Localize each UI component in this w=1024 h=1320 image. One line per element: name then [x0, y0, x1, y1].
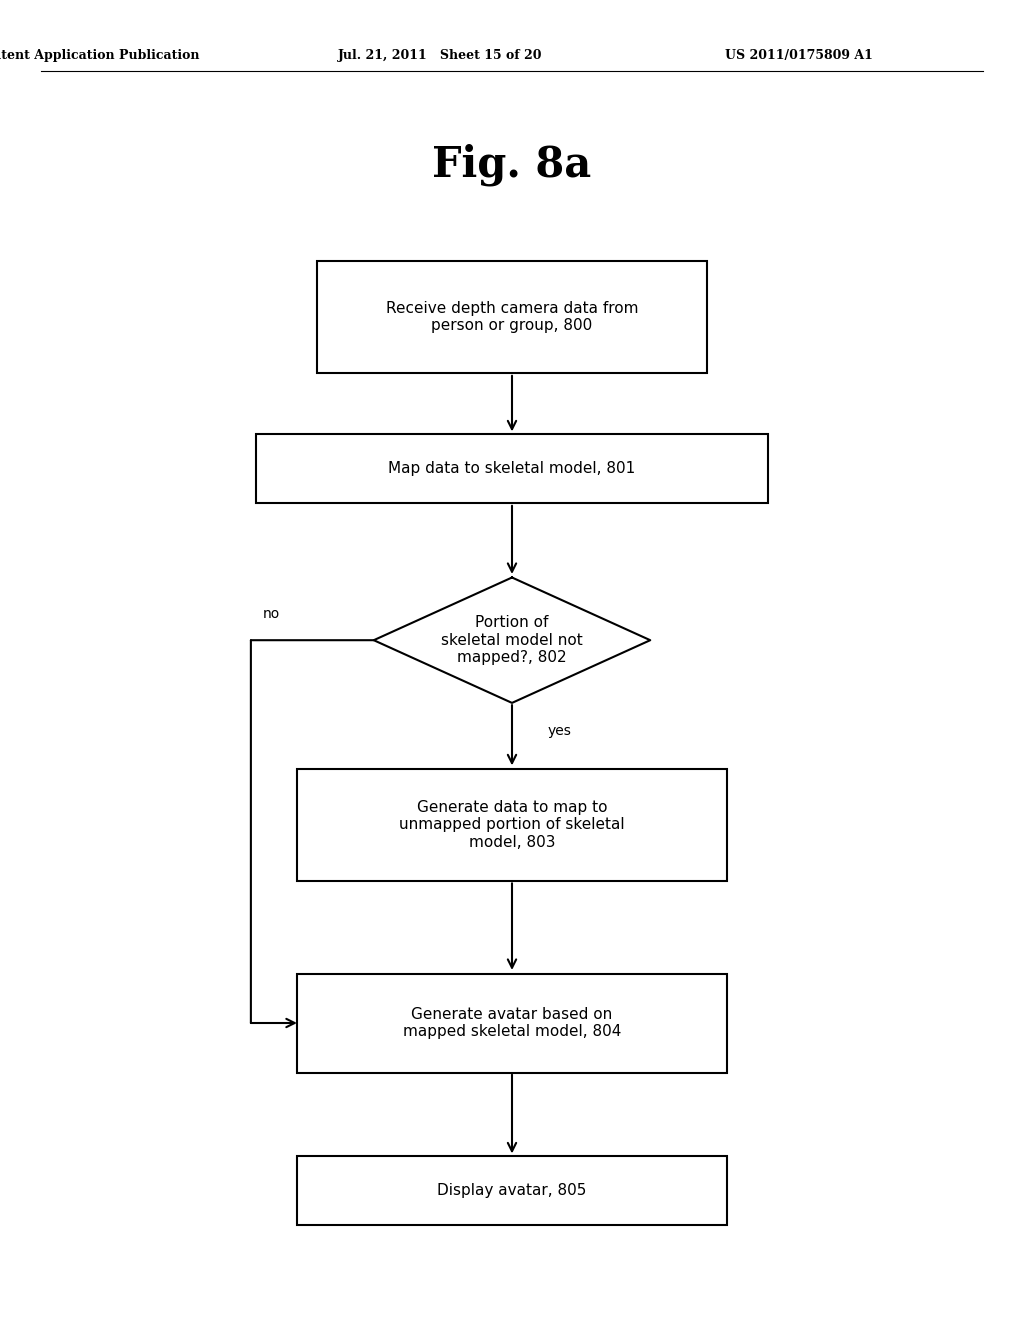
Text: Receive depth camera data from
person or group, 800: Receive depth camera data from person or… [386, 301, 638, 333]
Text: no: no [263, 607, 280, 620]
Text: Jul. 21, 2011   Sheet 15 of 20: Jul. 21, 2011 Sheet 15 of 20 [338, 49, 543, 62]
Text: Generate data to map to
unmapped portion of skeletal
model, 803: Generate data to map to unmapped portion… [399, 800, 625, 850]
Text: Generate avatar based on
mapped skeletal model, 804: Generate avatar based on mapped skeletal… [402, 1007, 622, 1039]
Text: US 2011/0175809 A1: US 2011/0175809 A1 [725, 49, 872, 62]
Text: yes: yes [548, 725, 571, 738]
FancyBboxPatch shape [256, 434, 768, 503]
Text: Display avatar, 805: Display avatar, 805 [437, 1183, 587, 1199]
Text: Fig. 8a: Fig. 8a [432, 144, 592, 186]
Polygon shape [374, 578, 650, 702]
Text: Map data to skeletal model, 801: Map data to skeletal model, 801 [388, 461, 636, 477]
Text: Patent Application Publication: Patent Application Publication [0, 49, 200, 62]
Text: Portion of
skeletal model not
mapped?, 802: Portion of skeletal model not mapped?, 8… [441, 615, 583, 665]
FancyBboxPatch shape [297, 1156, 727, 1225]
FancyBboxPatch shape [317, 261, 707, 372]
FancyBboxPatch shape [297, 974, 727, 1072]
FancyBboxPatch shape [297, 768, 727, 882]
